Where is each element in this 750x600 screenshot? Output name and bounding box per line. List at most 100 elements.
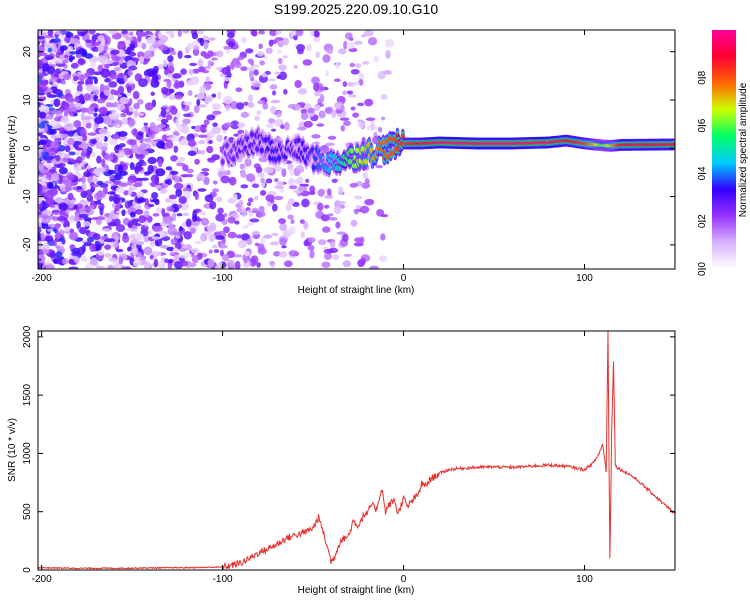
spectrogram-noise-blob bbox=[163, 59, 168, 67]
spectrogram-noise-blob bbox=[169, 89, 175, 94]
spectrogram-noise-blob bbox=[370, 121, 375, 130]
spectrogram-noise-blob bbox=[85, 206, 91, 213]
spectrogram-noise-blob bbox=[200, 125, 206, 133]
spectrogram-noise-blob bbox=[174, 146, 179, 153]
spectrogram-noise-blob bbox=[249, 70, 254, 79]
spectrogram-noise-blob bbox=[132, 244, 137, 249]
spectrogram-noise-blob bbox=[64, 103, 69, 107]
spectrogram-noise-blob bbox=[128, 187, 133, 195]
spectrogram-noise-blob bbox=[139, 56, 144, 64]
spectrogram-noise-blob bbox=[183, 213, 190, 216]
spectrogram-noise-blob bbox=[182, 164, 189, 171]
spectrogram-noise-blob bbox=[198, 28, 204, 35]
spectrogram-noise-blob bbox=[184, 231, 192, 239]
spectrogram-noise-blob bbox=[188, 151, 197, 156]
spectrogram-noise-blob bbox=[104, 218, 112, 223]
spectrogram-noise-blob bbox=[78, 58, 86, 65]
spectrogram-noise-blob bbox=[90, 259, 98, 266]
spectrogram-noise-blob bbox=[284, 260, 293, 267]
spectrogram-noise-blob bbox=[267, 78, 276, 81]
spectrogram-noise-blob bbox=[99, 128, 108, 134]
spectrogram-noise-blob bbox=[201, 150, 205, 155]
spectrogram-noise-blob bbox=[260, 178, 265, 183]
spectrogram-noise-blob bbox=[350, 183, 358, 188]
spectrogram-noise-blob bbox=[64, 55, 68, 58]
spectrogram-noise-blob bbox=[78, 247, 85, 256]
x-tick-label: 0 bbox=[401, 574, 407, 585]
spectrogram-noise-blob bbox=[117, 265, 121, 268]
spectrogram-noise-blob bbox=[137, 197, 146, 203]
spectrogram-noise-blob bbox=[342, 234, 348, 242]
colorbar-scale bbox=[712, 30, 736, 269]
spectrogram-ridge-cell bbox=[364, 159, 368, 165]
spectrogram-noise-blob bbox=[196, 93, 205, 100]
spectrogram-noise-blob bbox=[236, 234, 243, 238]
spectrogram-noise-blob bbox=[246, 173, 255, 182]
spectrogram-noise-blob bbox=[63, 73, 72, 80]
spectrogram-noise-blob bbox=[314, 104, 321, 111]
spectrogram-noise-blob bbox=[116, 186, 125, 193]
spectrogram-noise-blob bbox=[214, 249, 219, 253]
spectrogram-noise-blob bbox=[198, 135, 208, 138]
spectrogram-noise-blob bbox=[207, 158, 215, 163]
spectrogram-noise-blob bbox=[279, 238, 287, 246]
spectrogram-noise-blob bbox=[129, 106, 134, 112]
spectrogram-noise-blob bbox=[170, 51, 177, 55]
spectrogram-noise-blob bbox=[265, 195, 274, 202]
spectrogram-noise-blob bbox=[64, 123, 74, 131]
spectrogram-noise-blob bbox=[258, 172, 265, 177]
spectrogram-noise-blob bbox=[103, 143, 109, 147]
spectrogram-noise-blob bbox=[147, 157, 156, 164]
spectrogram-noise-blob bbox=[259, 43, 263, 49]
spectrogram-noise-blob bbox=[86, 152, 90, 159]
spectrogram-noise-blob bbox=[380, 233, 385, 240]
spectrogram-noise-blob bbox=[195, 191, 199, 200]
spectrogram-noise-blob bbox=[266, 48, 273, 54]
spectrogram-noise-blob bbox=[283, 89, 288, 95]
colorbar-tick-label: 0.0 bbox=[697, 262, 708, 276]
spectrogram-noise-blob bbox=[166, 140, 173, 148]
spectrogram-noise-blob bbox=[161, 119, 169, 123]
spectrogram-noise-blob bbox=[343, 121, 351, 126]
spectrogram-noise-blob bbox=[113, 214, 118, 219]
spectrogram-noise-blob bbox=[67, 97, 74, 102]
spectrogram-noise-blob bbox=[318, 239, 327, 245]
spectrogram-noise-blob bbox=[250, 28, 257, 36]
spectrogram-noise-blob bbox=[67, 175, 74, 181]
spectrogram-noise-blob bbox=[111, 260, 119, 264]
spectrogram-noise-blob bbox=[295, 179, 302, 185]
spectrogram-noise-blob bbox=[351, 82, 360, 86]
spectrogram-noise-blob bbox=[154, 199, 159, 205]
spectrogram-noise-blob bbox=[248, 94, 253, 102]
spectrogram-noise-blob bbox=[361, 34, 366, 37]
spectrogram-noise-blob bbox=[238, 56, 245, 60]
spectrogram-noise-blob bbox=[279, 223, 287, 231]
spectrogram-noise-blob bbox=[128, 139, 137, 145]
spectrogram-noise-blob bbox=[160, 245, 168, 249]
colorbar-ticks: 0.00.20.40.60.8 bbox=[697, 70, 708, 276]
spectrogram-noise-blob bbox=[245, 48, 253, 53]
spectrogram-noise-blob bbox=[178, 50, 183, 59]
spectrogram-noise-blob bbox=[84, 93, 91, 101]
spectrogram-ridge-cell bbox=[231, 156, 235, 162]
spectrogram-noise-blob bbox=[55, 223, 60, 230]
spectrogram-noise-blob bbox=[266, 178, 272, 183]
spectrogram-noise-blob bbox=[326, 48, 333, 54]
spectrogram-noise-blob bbox=[117, 104, 125, 111]
spectrogram-noise-blob bbox=[355, 63, 361, 68]
spectrogram-noise-blob bbox=[173, 248, 178, 253]
spectrogram-noise-blob bbox=[52, 240, 57, 246]
spectrogram-noise-blob bbox=[189, 63, 197, 66]
spectrogram-noise-blob bbox=[235, 261, 241, 270]
spectrogram-noise-blob bbox=[204, 119, 210, 125]
spectrogram-noise-blob bbox=[133, 260, 141, 267]
spectrogram-noise-blob bbox=[217, 91, 221, 99]
spectrogram-noise-blob bbox=[237, 202, 243, 205]
spectrogram-noise-blob bbox=[227, 198, 234, 203]
spectrogram-noise-blob bbox=[187, 43, 195, 50]
spectrogram-noise-blob bbox=[191, 248, 199, 254]
spectrogram-noise-blob bbox=[180, 68, 187, 75]
spectrogram-noise-blob bbox=[201, 168, 209, 171]
spectrogram-noise-blob bbox=[337, 201, 347, 204]
